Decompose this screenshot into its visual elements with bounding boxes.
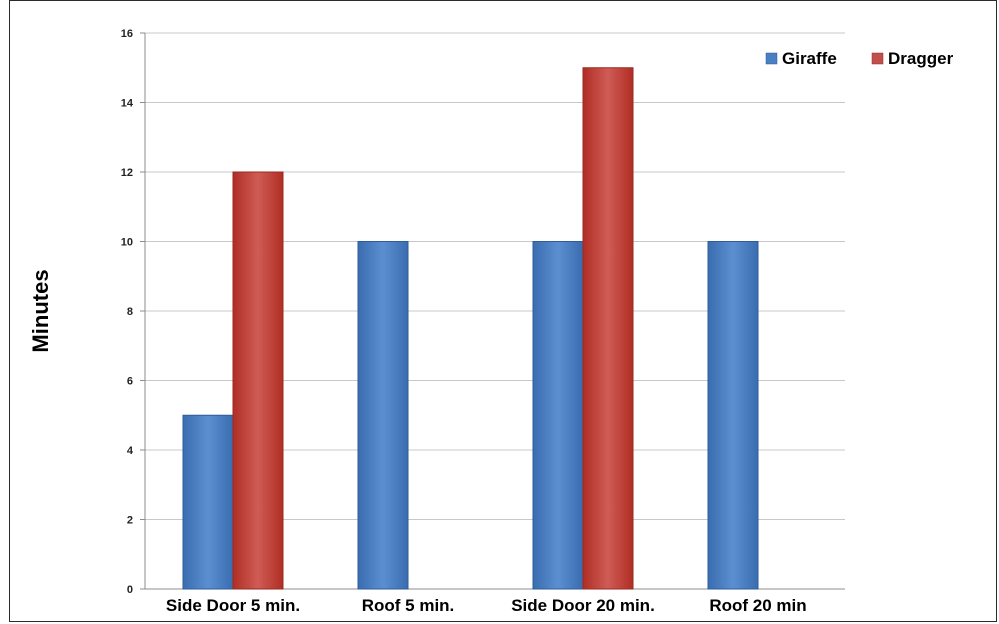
x-category-label: Side Door 5 min. bbox=[166, 596, 300, 615]
legend-swatch-dragger bbox=[871, 52, 884, 65]
y-tick-label: 2 bbox=[127, 515, 133, 527]
y-axis-title: Minutes bbox=[28, 269, 53, 352]
y-tick-label: 10 bbox=[121, 237, 133, 249]
bar-giraffe-4 bbox=[707, 241, 759, 590]
bar-giraffe-1 bbox=[182, 414, 234, 590]
y-tick-label: 14 bbox=[121, 98, 134, 110]
x-category-label: Roof 20 min bbox=[709, 596, 806, 615]
x-category-label: Roof 5 min. bbox=[362, 596, 455, 615]
legend-label-giraffe: Giraffe bbox=[782, 49, 837, 68]
y-tick-label: 0 bbox=[127, 584, 133, 596]
legend: Giraffe Dragger bbox=[765, 49, 954, 68]
bars bbox=[182, 67, 759, 590]
bar-giraffe-2 bbox=[357, 241, 409, 590]
y-tick-label: 6 bbox=[127, 376, 133, 388]
y-tick-label: 12 bbox=[121, 167, 133, 179]
bar-giraffe-3 bbox=[532, 241, 584, 590]
labels: 0 2 4 6 8 10 12 14 16 Side Door 5 min. Roof 5 min.… bbox=[28, 28, 807, 615]
bar-dragger-3 bbox=[582, 67, 634, 590]
legend-swatch-giraffe bbox=[765, 52, 778, 65]
legend-label-dragger: Dragger bbox=[888, 49, 954, 68]
bar-dragger-1 bbox=[232, 171, 284, 590]
y-tick-label: 8 bbox=[127, 306, 133, 318]
y-tick-label: 16 bbox=[121, 28, 133, 40]
x-category-label: Side Door 20 min. bbox=[511, 596, 655, 615]
y-tick-label: 4 bbox=[127, 445, 134, 457]
